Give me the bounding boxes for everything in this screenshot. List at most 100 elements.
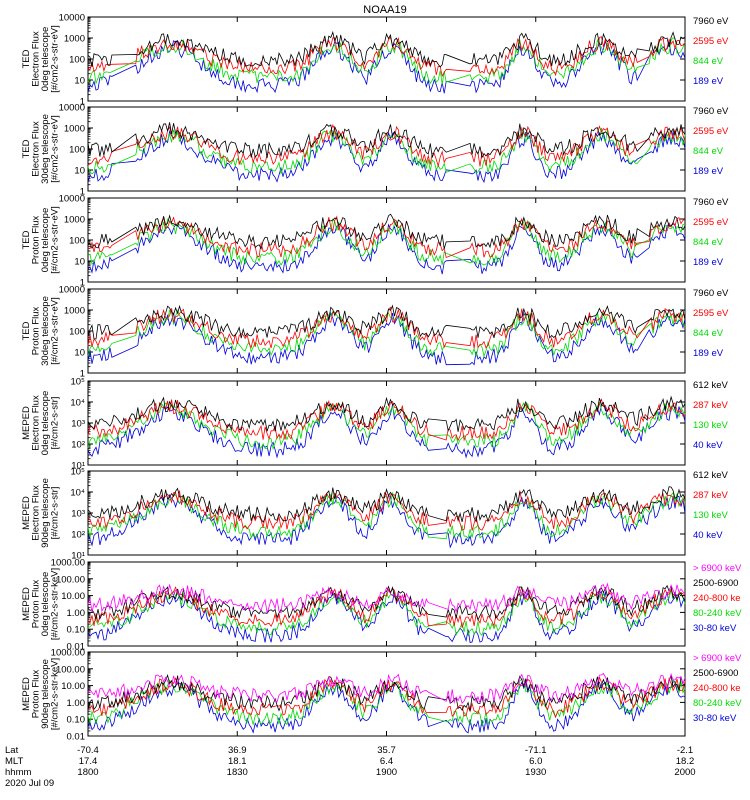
- y-axis-label-line: 90deg telescope: [40, 478, 51, 548]
- legend-entry: 2595 eV: [693, 36, 729, 47]
- y-axis-label: TEDProton Flux30deg telescope[#/cm2-s-st…: [21, 296, 61, 366]
- y-tick-label: 1000: [64, 34, 85, 45]
- y-tick-label: 10: [74, 166, 85, 177]
- y-axis-label-line: Proton Flux: [30, 579, 41, 628]
- series-trace: [87, 37, 686, 85]
- series-trace: [87, 582, 686, 614]
- legend-entry: 80-240 keV: [693, 608, 742, 619]
- legend-entry: > 6900 keV: [693, 653, 742, 664]
- y-tick-label: 10.00: [61, 591, 85, 602]
- legend-entry: 240-800 ke: [693, 683, 741, 694]
- x-tick-mlt: 18.1: [228, 756, 247, 767]
- legend-entry: 40 keV: [693, 530, 723, 541]
- x-tick-lat: -70.4: [77, 745, 99, 756]
- y-axis-label-line: [#/cm2-s-str]: [49, 487, 60, 540]
- y-tick-label: 10³: [71, 509, 85, 520]
- y-tick-label: 0.10: [67, 715, 86, 726]
- y-tick-label: 0.01: [67, 732, 86, 743]
- y-axis-label-line: TED: [21, 49, 32, 68]
- y-axis-label: MEPEDProton Flux0deg telescope[#/cm2-s-s…: [21, 568, 61, 640]
- y-axis-label-line: Electron Flux: [30, 121, 41, 177]
- y-tick-label: 100: [69, 145, 85, 156]
- x-tick-hhmm: 1930: [525, 767, 546, 778]
- y-axis-label: TEDElectron Flux0deg telescope[#/cm2-s-s…: [21, 25, 61, 93]
- x-tick-hhmm: 1800: [77, 767, 98, 778]
- y-axis-label-line: TED: [21, 139, 32, 158]
- y-tick-label: 10⁴: [70, 398, 85, 409]
- figure-title: NOAA19: [363, 4, 406, 16]
- y-axis-label-line: 30deg telescope: [40, 114, 51, 184]
- legend-entry: 7960 eV: [693, 106, 729, 117]
- series-trace: [87, 675, 686, 719]
- series-trace: [87, 304, 686, 340]
- y-tick-label: 1.00: [67, 608, 86, 619]
- x-tick-mlt: 6.0: [529, 756, 542, 767]
- legend-entry: > 6900 keV: [693, 563, 742, 574]
- series-trace: [87, 122, 686, 159]
- y-tick-label: 100: [69, 236, 85, 247]
- y-tick-label: 10: [74, 348, 85, 359]
- y-tick-label: 1000: [64, 306, 85, 317]
- y-tick-label: 0.01: [67, 642, 86, 653]
- series-trace: [87, 30, 686, 68]
- y-tick-label: 10¹: [71, 551, 85, 562]
- y-tick-label: 100: [69, 327, 85, 338]
- y-axis-label-line: [#/cm2-s-str-eV]: [49, 115, 60, 183]
- series-trace: [87, 218, 686, 266]
- x-tick-hhmm: 1900: [376, 767, 397, 778]
- y-tick-label: 1: [80, 97, 85, 108]
- y-axis-label-line: MEPED: [21, 587, 32, 621]
- panel-frame: [87, 380, 686, 466]
- x-tick-mlt: 6.4: [380, 756, 393, 767]
- series-trace: [87, 129, 686, 184]
- y-axis-label-line: MEPED: [21, 496, 32, 530]
- y-axis-label-line: [#/cm2-s-str-eV]: [49, 297, 60, 365]
- x-tick-hhmm: 2000: [674, 767, 695, 778]
- legend-entry: 612 keV: [693, 380, 729, 391]
- series-trace: [87, 40, 686, 94]
- legend-entry: 7960 eV: [693, 288, 729, 299]
- legend-entry: 287 keV: [693, 490, 729, 501]
- y-tick-label: 10³: [71, 419, 85, 430]
- y-tick-label: 10000: [59, 103, 85, 114]
- legend-entry: 2595 eV: [693, 308, 729, 319]
- legend-entry: 844 eV: [693, 328, 724, 339]
- legend-entry: 844 eV: [693, 56, 724, 67]
- series-trace: [87, 309, 686, 358]
- y-axis-label-line: TED: [21, 230, 32, 249]
- series-trace: [87, 395, 686, 432]
- legend-entry: 189 eV: [693, 166, 724, 177]
- legend-entry: 7960 eV: [693, 197, 729, 208]
- panel-frame: [87, 197, 686, 283]
- legend-entry: 189 eV: [693, 257, 724, 268]
- legend-entry: 40 keV: [693, 440, 723, 451]
- y-axis-label-line: [#/cm2-s-str]: [49, 397, 60, 450]
- y-tick-label: 10²: [71, 440, 85, 451]
- y-tick-label: 1.00: [67, 698, 86, 709]
- legend-entry: 2500-6900: [693, 578, 738, 589]
- y-tick-label: 10⁴: [70, 488, 85, 499]
- y-axis-label-line: 0deg telescope: [40, 27, 51, 91]
- y-tick-label: 10: [74, 257, 85, 268]
- legend-entry: 7960 eV: [693, 16, 729, 27]
- y-tick-label: 10²: [71, 530, 85, 541]
- y-tick-label: 1: [80, 369, 85, 380]
- legend-entry: 130 keV: [693, 510, 729, 521]
- y-axis-label-line: Electron Flux: [30, 395, 41, 451]
- y-axis-label-line: TED: [21, 321, 32, 340]
- y-tick-label: 10⁵: [70, 377, 85, 388]
- series-trace: [87, 401, 686, 451]
- x-axis-row-label: 2020 Jul 09: [5, 778, 54, 789]
- series-trace: [87, 127, 686, 175]
- y-tick-label: 1000.00: [51, 558, 85, 569]
- y-axis-label: TEDProton Flux0deg telescope[#/cm2-s-str…: [21, 206, 61, 274]
- y-tick-label: 1: [80, 187, 85, 198]
- y-axis-label-line: 90deg telescope: [40, 659, 51, 729]
- series-trace: [87, 589, 686, 637]
- y-axis-label-line: [#/cm2-s-str-eV]: [49, 25, 60, 93]
- y-axis-label-line: MEPED: [21, 406, 32, 440]
- legend-entry: 189 eV: [693, 76, 724, 87]
